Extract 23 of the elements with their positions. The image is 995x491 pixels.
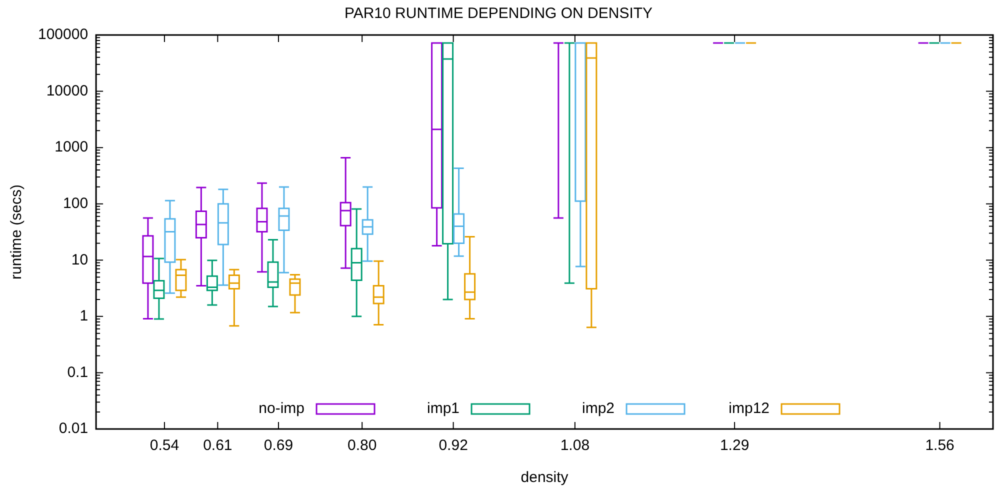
y-tick-label: 10 bbox=[71, 251, 88, 268]
legend-label: no-imp bbox=[258, 400, 305, 418]
legend-label: imp2 bbox=[582, 400, 615, 418]
x-tick-label: 1.08 bbox=[560, 437, 590, 454]
y-tick-label: 100000 bbox=[38, 26, 88, 44]
x-tick-label: 1.56 bbox=[925, 437, 954, 454]
y-tick-label: 1000 bbox=[54, 138, 88, 156]
y-tick-label: 100 bbox=[63, 195, 88, 212]
y-tick-label: 10000 bbox=[46, 82, 88, 100]
x-tick-label: 0.80 bbox=[347, 437, 377, 454]
x-tick-label: 0.69 bbox=[264, 437, 294, 454]
y-axis-title: runtime (secs) bbox=[8, 184, 26, 280]
x-axis-title: density bbox=[520, 469, 569, 486]
x-tick-label: 0.61 bbox=[203, 437, 232, 454]
x-tick-label: 0.54 bbox=[150, 437, 180, 454]
legend-label: imp12 bbox=[728, 400, 770, 418]
x-tick-label: 1.29 bbox=[720, 437, 750, 454]
chart-title: PAR10 RUNTIME DEPENDING ON DENSITY bbox=[344, 5, 653, 22]
y-tick-label: 0.01 bbox=[58, 420, 88, 438]
x-tick-label: 0.92 bbox=[438, 437, 468, 454]
y-tick-label: 1 bbox=[80, 308, 88, 325]
y-tick-label: 0.1 bbox=[67, 364, 88, 381]
legend-label: imp1 bbox=[427, 400, 460, 418]
